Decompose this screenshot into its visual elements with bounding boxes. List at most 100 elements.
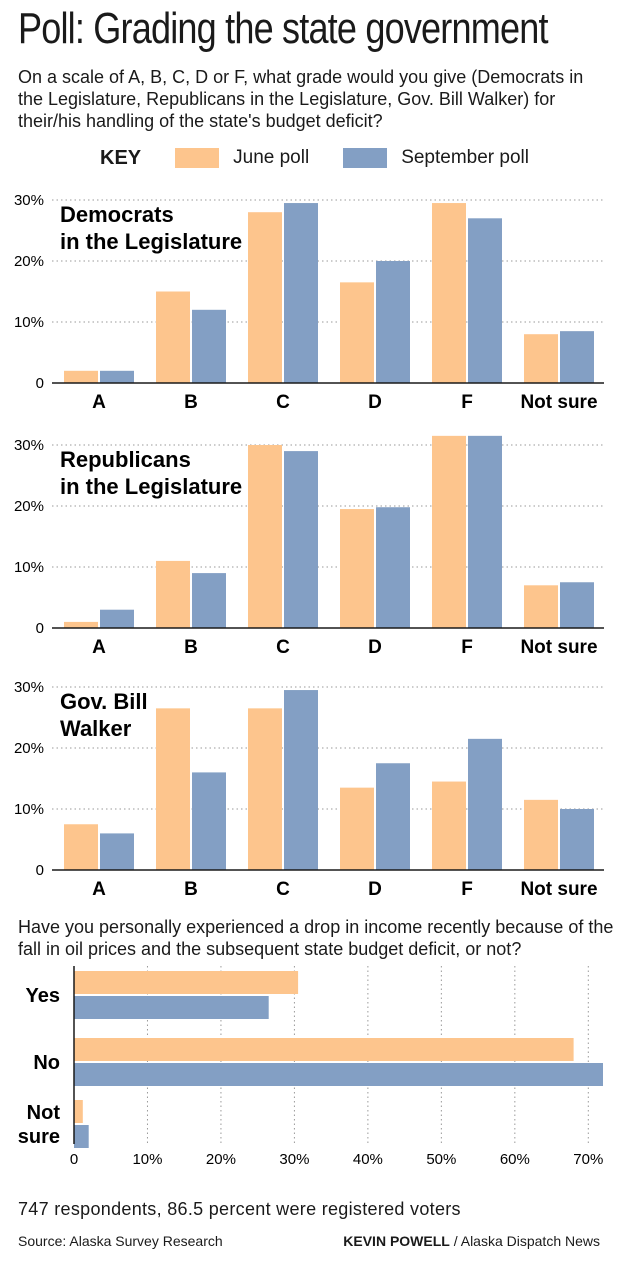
walker-category-label-not-sure: Not sure [520,879,597,897]
democrats-y-tick-label: 10% [14,314,44,331]
republicans-bar-september-c [284,451,318,628]
walker-category-label-f: F [461,879,473,897]
republicans-y-tick-label: 0 [36,620,44,637]
republicans-bar-june-c [248,445,282,628]
democrats-y-tick-label: 30% [14,192,44,209]
income-category-label-not-sure: sure [18,1126,60,1148]
walker-panel-label: Walker [60,716,132,741]
democrats-bar-september-not-sure [560,331,594,383]
income-bar-september-not-sure [74,1125,89,1148]
source-credit: Source: Alaska Survey Research [18,1233,223,1249]
walker-bar-september-c [284,690,318,870]
income-category-label-not-sure: Not [27,1102,61,1124]
walker-category-label-c: C [276,879,290,897]
democrats-panel-label: in the Legislature [60,229,242,254]
democrats-bar-june-b [156,291,190,383]
democrats-y-tick-label: 0 [36,375,44,392]
republicans-y-tick-label: 10% [14,559,44,576]
byline-name: KEVIN POWELL [343,1233,450,1249]
walker-bar-september-not-sure [560,809,594,870]
republicans-bar-june-not-sure [524,585,558,628]
income-bar-june-yes [74,971,299,994]
walker-y-tick-label: 30% [14,679,44,696]
income-x-tick-label: 50% [426,1151,456,1168]
democrats-category-label-not-sure: Not sure [520,392,597,410]
income-bar-september-no [74,1063,603,1086]
democrats-category-label-d: D [368,392,382,410]
republicans-category-label-f: F [461,637,473,655]
walker-bar-june-d [340,787,374,870]
democrats-bar-september-c [284,203,318,383]
walker-bar-june-not-sure [524,799,558,870]
republicans-bar-june-d [340,509,374,628]
walker-y-tick-label: 0 [36,862,44,879]
income-bar-june-no [74,1038,574,1061]
republicans-category-label-not-sure: Not sure [520,637,597,655]
walker-bar-june-b [156,708,190,870]
walker-category-label-b: B [184,879,198,897]
republicans-category-label-d: D [368,637,382,655]
byline: KEVIN POWELL / Alaska Dispatch News [343,1233,600,1249]
republicans-category-label-a: A [92,637,106,655]
income-question-text: Have you personally experienced a drop i… [18,917,614,959]
democrats-bar-september-b [192,309,226,383]
republicans-bar-september-not-sure [560,582,594,628]
republicans-bar-june-b [156,560,190,628]
question-text: On a scale of A, B, C, D or F, what grad… [18,67,584,131]
democrats-bar-june-c [248,212,282,383]
byline-org: / Alaska Dispatch News [449,1233,600,1249]
democrats-panel-label: Democrats [60,202,174,227]
democrats-category-label-b: B [184,392,198,410]
republicans-bar-june-a [64,621,98,628]
walker-panel-label: Gov. Bill [60,689,148,714]
walker-bar-june-f [432,781,466,870]
income-x-tick-label: 70% [573,1151,603,1168]
walker-bar-september-b [192,772,226,870]
income-x-tick-label: 60% [500,1151,530,1168]
walker-category-label-d: D [368,879,382,897]
republicans-category-label-c: C [276,637,290,655]
income-x-tick-label: 40% [353,1151,383,1168]
income-bar-june-not-sure [74,1100,83,1123]
september-swatch [343,148,388,168]
legend-key-label: KEY [100,146,142,169]
june-swatch [175,148,220,168]
republicans-bar-september-a [100,609,134,628]
income-x-tick-label: 10% [132,1151,162,1168]
democrats-bar-june-not-sure [524,334,558,383]
republicans-bar-september-d [376,507,410,628]
income-bar-september-yes [74,996,269,1019]
walker-bar-june-c [248,708,282,870]
democrats-y-tick-label: 20% [14,253,44,270]
republicans-panel-label: in the Legislature [60,474,242,499]
democrats-bar-september-f [468,218,502,383]
democrats-bar-june-f [432,203,466,383]
republicans-y-tick-label: 20% [14,498,44,515]
walker-bar-september-d [376,763,410,870]
republicans-bar-september-f [468,435,502,628]
income-x-tick-label: 20% [206,1151,236,1168]
democrats-bar-june-d [340,282,374,383]
page-title: Poll: Grading the state government [18,4,548,53]
legend-june-label: June poll [233,147,310,168]
republicans-bar-june-f [432,435,466,628]
republicans-category-label-b: B [184,637,198,655]
walker-y-tick-label: 10% [14,801,44,818]
legend: KEY June poll September poll [100,143,563,173]
republicans-bar-september-b [192,573,226,628]
democrats-bar-september-d [376,261,410,383]
democrats-category-label-c: C [276,392,290,410]
income-x-tick-label: 30% [279,1151,309,1168]
democrats-bar-september-a [100,370,134,383]
walker-bar-september-a [100,833,134,870]
income-x-tick-label: 0 [70,1151,78,1168]
income-category-label-yes: Yes [26,985,60,1007]
republicans-y-tick-label: 30% [14,437,44,454]
income-category-label-no: No [33,1052,60,1074]
legend-september-label: September poll [401,147,529,168]
walker-bar-september-f [468,738,502,870]
